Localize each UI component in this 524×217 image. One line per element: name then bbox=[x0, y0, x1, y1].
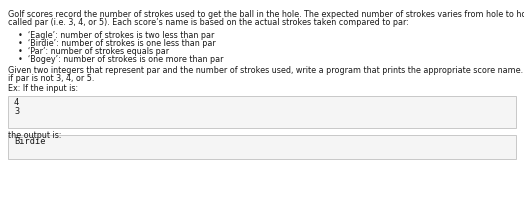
FancyBboxPatch shape bbox=[8, 135, 516, 159]
FancyBboxPatch shape bbox=[8, 96, 516, 128]
Text: •  ‘Birdie’: number of strokes is one less than par: • ‘Birdie’: number of strokes is one les… bbox=[18, 39, 216, 48]
Text: if par is not 3, 4, or 5.: if par is not 3, 4, or 5. bbox=[8, 74, 94, 83]
Text: Ex: If the input is:: Ex: If the input is: bbox=[8, 84, 78, 93]
Text: •  ‘Par’: number of strokes equals par: • ‘Par’: number of strokes equals par bbox=[18, 47, 169, 56]
Text: Birdie: Birdie bbox=[14, 137, 46, 146]
Text: 4: 4 bbox=[14, 98, 19, 107]
Text: •  ‘Eagle’: number of strokes is two less than par: • ‘Eagle’: number of strokes is two less… bbox=[18, 31, 214, 40]
Text: Golf scores record the number of strokes used to get the ball in the hole. The e: Golf scores record the number of strokes… bbox=[8, 10, 524, 19]
Text: •  ‘Bogey’: number of strokes is one more than par: • ‘Bogey’: number of strokes is one more… bbox=[18, 55, 224, 64]
Text: called par (i.e. 3, 4, or 5). Each score’s name is based on the actual strokes t: called par (i.e. 3, 4, or 5). Each score… bbox=[8, 18, 409, 27]
Text: the output is:: the output is: bbox=[8, 131, 61, 140]
Text: Given two integers that represent par and the number of strokes used, write a pr: Given two integers that represent par an… bbox=[8, 66, 524, 75]
Text: 3: 3 bbox=[14, 107, 19, 116]
